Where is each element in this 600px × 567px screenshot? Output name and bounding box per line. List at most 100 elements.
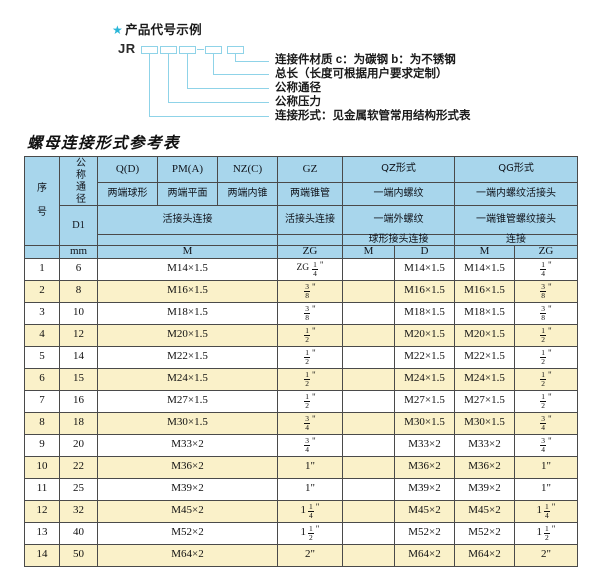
cell-qg-m: M33×2 — [454, 433, 516, 457]
cell-nominal-diameter: 8 — [59, 279, 98, 303]
cell-gz-zg: 1 2 " — [277, 345, 343, 369]
table-row: 10 22 M36×2 1" M36×2 M36×2 1" — [24, 455, 579, 479]
table-row: 12 32 M45×2 1 1 4 " M45×2 M45×2 1 1 4 " — [24, 499, 579, 523]
note-connection-form: 连接形式：见金属软管常用结构形式表 — [275, 110, 471, 122]
cell-thread-m: M16×1.5 — [97, 279, 278, 303]
header-form-qz: 一端内螺纹 — [341, 181, 456, 207]
header-d1-group — [97, 233, 278, 246]
cell-gz-zg: 1 2 " — [277, 367, 343, 391]
leader-line-connection-horizontal — [149, 116, 269, 117]
cell-qg-m: M20×1.5 — [454, 323, 516, 347]
cell-nominal-diameter: 25 — [59, 477, 98, 501]
cell-qz-d: M18×1.5 — [393, 301, 456, 325]
cell-nominal-diameter: 40 — [59, 521, 98, 545]
leader-line-length-vertical — [213, 54, 214, 74]
cell-nominal-diameter: 10 — [59, 301, 98, 325]
cell-qg-zg: 1 2 " — [514, 367, 579, 391]
header-connection-qg: 一端锥管螺纹接头 — [454, 205, 579, 235]
cell-seq: 13 — [24, 521, 60, 545]
cell-qz-d: M45×2 — [393, 499, 456, 523]
cell-qz-d: M39×2 — [393, 477, 456, 501]
cell-thread-m: M52×2 — [97, 521, 278, 545]
cell-qg-m: M36×2 — [454, 455, 516, 479]
header-row-connection: D1 活接头连接 活接头连接 一端外螺纹 一端锥管螺纹接头 — [25, 205, 579, 246]
header-code-nzc: NZ(C) — [217, 156, 278, 183]
table-row: 11 25 M39×2 1" M39×2 M39×2 1" — [24, 477, 579, 501]
note-nominal-diameter: 公称通径 — [275, 82, 321, 94]
header-unit-m-qg: M — [454, 245, 516, 259]
cell-qg-zg: 3 8 " — [514, 279, 579, 303]
cell-qz-d: M24×1.5 — [393, 367, 456, 391]
cell-qg-zg: 3 4 " — [514, 411, 579, 435]
table-row: 6 15 M24×1.5 1 2 " M24×1.5 M24×1.5 1 2 " — [24, 367, 579, 391]
note-material: 连接件材质 c：为碳钢 b：为不锈钢 — [275, 54, 456, 66]
header-connection-gz: 活接头连接 — [277, 205, 343, 235]
cell-qg-m: M45×2 — [454, 499, 516, 523]
header-form-nzc: 两端内锥 — [217, 181, 278, 207]
header-code-qg: QG形式 — [454, 156, 579, 183]
cell-qz-m — [342, 521, 395, 545]
header-d1-gz — [277, 233, 343, 246]
cell-qz-d: M33×2 — [393, 433, 456, 457]
cell-qg-m: M27×1.5 — [454, 389, 516, 413]
cell-seq: 12 — [24, 499, 60, 523]
cell-qg-zg: 1 2 " — [514, 389, 579, 413]
table-row: 2 8 M16×1.5 3 8 " M16×1.5 M16×1.5 3 8 " — [24, 279, 579, 303]
cell-gz-zg: 1 2 " — [277, 323, 343, 347]
cell-qg-zg: 1 2 " — [514, 323, 579, 347]
cell-seq: 4 — [24, 323, 60, 347]
cell-qz-m — [342, 279, 395, 303]
cell-nominal-diameter: 20 — [59, 433, 98, 457]
cell-thread-m: M20×1.5 — [97, 323, 278, 347]
cell-qz-m — [342, 257, 395, 281]
cell-qz-d: M20×1.5 — [393, 323, 456, 347]
code-box-1 — [141, 46, 158, 54]
code-box-5 — [227, 46, 244, 54]
cell-nominal-diameter: 6 — [59, 257, 98, 281]
product-code-diagram: ★ 产品代号示例 JR 连接件材质 c：为碳钢 b：为不锈钢 总长（长度可根据用户… — [0, 0, 600, 130]
cell-qz-m — [342, 345, 395, 369]
header-unit-zg-gz: ZG — [277, 245, 343, 259]
cell-thread-m: M24×1.5 — [97, 367, 278, 391]
cell-qz-d: M16×1.5 — [393, 279, 456, 303]
cell-nominal-diameter: 12 — [59, 323, 98, 347]
cell-nominal-diameter: 15 — [59, 367, 98, 391]
cell-seq: 1 — [24, 257, 60, 281]
header-row-forms: 两端球形 两端平面 两端内锥 两端锥管 一端内螺纹 一端内螺纹活接头 — [25, 181, 579, 207]
cell-gz-zg: 1" — [277, 477, 343, 501]
table-row: 5 14 M22×1.5 1 2 " M22×1.5 M22×1.5 1 2 " — [24, 345, 579, 369]
cell-qg-zg: 1" — [514, 477, 579, 501]
header-form-qd: 两端球形 — [97, 181, 158, 207]
header-row-codes: 序 号 公称通径 Q(D) PM(A) NZ(C) GZ QZ形式 QG形式 — [24, 156, 579, 246]
header-code-qd: Q(D) — [97, 156, 158, 183]
cell-seq: 11 — [24, 477, 60, 501]
header-row-units: mm M ZG M D M ZG — [24, 245, 579, 259]
header-unit-zg-qg: ZG — [514, 245, 579, 259]
leader-line-pressure-horizontal — [168, 102, 269, 103]
table-row: 14 50 M64×2 2" M64×2 M64×2 2" — [24, 543, 579, 567]
code-separator-dash — [197, 49, 204, 50]
table-row: 7 16 M27×1.5 1 2 " M27×1.5 M27×1.5 1 2 " — [24, 389, 579, 413]
cell-qg-m: M30×1.5 — [454, 411, 516, 435]
cell-seq: 5 — [24, 345, 60, 369]
cell-qg-zg: 1 4 " — [514, 257, 579, 281]
header-nominal-diameter: 公称通径 — [59, 156, 98, 206]
leader-line-pressure-vertical — [168, 54, 169, 102]
header-d1-qz: 球形接头连接 — [341, 233, 456, 246]
cell-thread-m: M18×1.5 — [97, 301, 278, 325]
cell-qg-m: M39×2 — [454, 477, 516, 501]
header-unit-m-qz: M — [342, 245, 395, 259]
header-form-gz: 两端锥管 — [277, 181, 343, 207]
cell-nominal-diameter: 32 — [59, 499, 98, 523]
leader-line-material-vertical — [235, 54, 236, 61]
leader-line-diameter-vertical — [187, 54, 188, 88]
table-row: 13 40 M52×2 1 1 2 " M52×2 M52×2 1 1 2 " — [24, 521, 579, 545]
code-box-4 — [205, 46, 222, 54]
header-form-pma: 两端平面 — [157, 181, 218, 207]
cell-qg-zg: 3 8 " — [514, 301, 579, 325]
header-d1-qg: 连接 — [454, 233, 579, 246]
header-unit-blank — [24, 245, 60, 259]
cell-qz-m — [342, 301, 395, 325]
header-nominal-diameter-label: 公称通径 — [73, 157, 85, 205]
cell-thread-m: M30×1.5 — [97, 411, 278, 435]
